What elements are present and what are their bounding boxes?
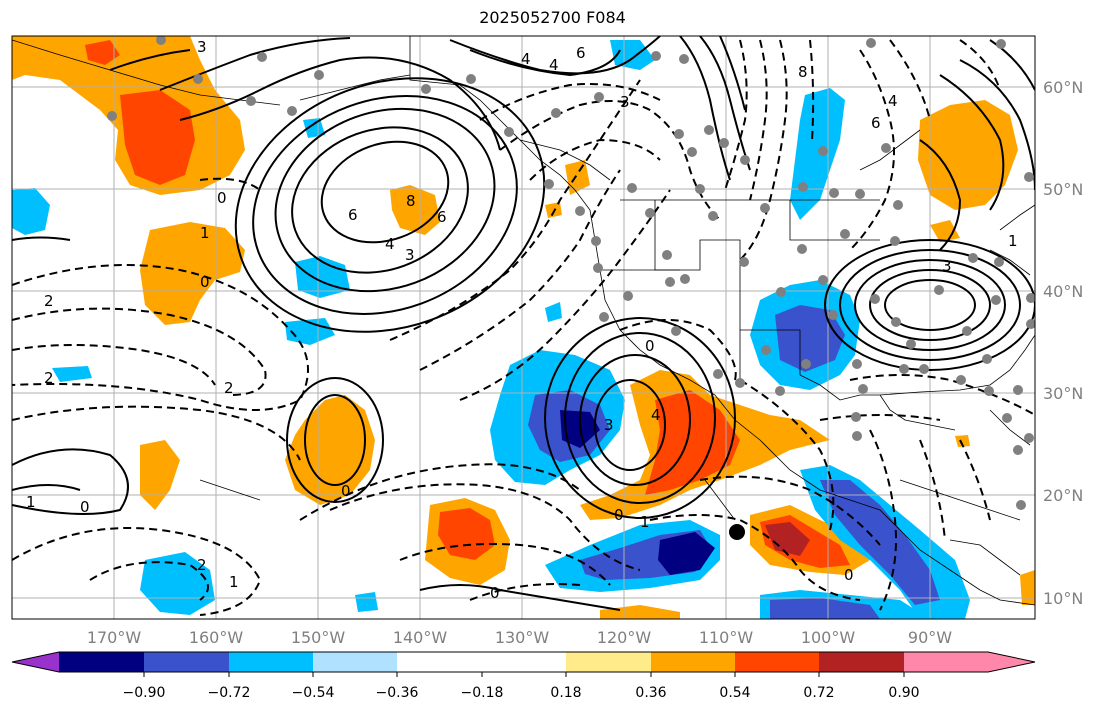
- colorbar-segment: [229, 652, 313, 672]
- contour-label: 6: [437, 208, 447, 226]
- lon-label: 130°W: [495, 628, 550, 647]
- colorbar-tick-label: 0.36: [635, 685, 666, 701]
- colorbar-tick-label: 0.72: [803, 685, 834, 701]
- colorbar-segment: [904, 652, 988, 672]
- location-marker: [729, 524, 745, 540]
- contour-label: 1: [1008, 232, 1018, 250]
- contour-label: 8: [798, 63, 808, 81]
- contour-label: 4: [888, 92, 898, 110]
- colorbar-tick-label: 0.90: [888, 685, 919, 701]
- contour-label: 3: [197, 38, 207, 56]
- contour-label: 6: [348, 206, 358, 224]
- colorbar: −0.90 −0.72 −0.54 −0.36 −0.18 0.18 0.36 …: [11, 651, 1036, 701]
- contour-label: 0: [341, 482, 351, 500]
- contour-label: 3: [405, 246, 415, 264]
- lat-label: 10°N: [1043, 589, 1083, 608]
- lon-label: 90°W: [908, 628, 952, 647]
- solid-contours: [12, 36, 1035, 611]
- colorbar-tick-label: 0.18: [550, 685, 581, 701]
- colorbar-segment: [566, 652, 651, 672]
- dashed-contours: [12, 39, 1035, 616]
- map-area: 3 6 4 3 6 8 6 4 4 3 1 0 2 2 0 1 0 2 1 0 …: [12, 36, 1035, 619]
- colorbar-segment: [144, 652, 229, 672]
- lon-label: 150°W: [291, 628, 346, 647]
- contour-label: 6: [576, 44, 586, 62]
- contour-label: 8: [406, 192, 416, 210]
- colorbar-tick-label: 0.54: [719, 685, 750, 701]
- contour-label: 2: [44, 369, 54, 387]
- colorbar-segment: [819, 652, 904, 672]
- contour-label: 4: [385, 235, 395, 253]
- contour-label: 4: [521, 50, 531, 68]
- longitude-axis: 170°W 160°W 150°W 140°W 130°W 120°W 110°…: [87, 628, 952, 647]
- colorbar-segment: [397, 652, 482, 672]
- lat-label: 60°N: [1043, 78, 1083, 97]
- colorbar-segment: [482, 652, 566, 672]
- contour-label: 2: [224, 379, 234, 397]
- lat-label: 30°N: [1043, 384, 1083, 403]
- contour-label: 0: [844, 566, 854, 584]
- lon-label: 170°W: [87, 628, 142, 647]
- lat-label: 20°N: [1043, 486, 1083, 505]
- contour-label: 3: [604, 416, 614, 434]
- contour-label: 0: [614, 506, 624, 524]
- contour-label: 6: [871, 114, 881, 132]
- lon-label: 120°W: [597, 628, 652, 647]
- colorbar-segment: [651, 652, 735, 672]
- contour-label: 2: [197, 556, 207, 574]
- colorbar-segment: [988, 652, 1035, 672]
- contour-label: 4: [651, 406, 661, 424]
- contour-label: 1: [26, 493, 36, 511]
- lat-label: 50°N: [1043, 180, 1083, 199]
- colorbar-segment: [313, 652, 397, 672]
- colorbar-segment: [12, 652, 59, 672]
- contour-label: 0: [645, 337, 655, 355]
- contour-label: 2: [44, 292, 54, 310]
- lon-label: 140°W: [393, 628, 448, 647]
- contour-label: 3: [620, 93, 630, 111]
- colorbar-tick-label: −0.18: [461, 685, 504, 701]
- map-frame: [11, 35, 1036, 620]
- observation-dots: [107, 36, 1035, 510]
- contour-label: 1: [640, 513, 650, 531]
- contour-label: 4: [549, 56, 559, 74]
- latitude-axis: 60°N 50°N 40°N 30°N 20°N 10°N: [1043, 78, 1083, 608]
- lon-label: 160°W: [189, 628, 244, 647]
- contour-label: 0: [80, 498, 90, 516]
- contour-labels: 3 6 4 3 6 8 6 4 4 3 1 0 2 2 0 1 0 2 1 0 …: [26, 38, 1018, 602]
- colorbar-segment: [59, 652, 144, 672]
- contour-label: 3: [942, 257, 952, 275]
- colorbar-tick-label: −0.54: [292, 685, 335, 701]
- contour-label: 0: [200, 273, 210, 291]
- contour-label: 1: [229, 573, 239, 591]
- lon-label: 100°W: [801, 628, 856, 647]
- colorbar-tick-label: −0.90: [123, 685, 166, 701]
- contour-label: 0: [217, 189, 227, 207]
- colorbar-tick-label: −0.72: [208, 685, 251, 701]
- contour-label: 0: [490, 584, 500, 602]
- lon-label: 110°W: [699, 628, 754, 647]
- colorbar-tick-label: −0.36: [376, 685, 419, 701]
- contour-label: 1: [200, 224, 210, 242]
- lat-label: 40°N: [1043, 282, 1083, 301]
- map-title: 2025052700 F084: [479, 8, 626, 27]
- colorbar-segment: [735, 652, 819, 672]
